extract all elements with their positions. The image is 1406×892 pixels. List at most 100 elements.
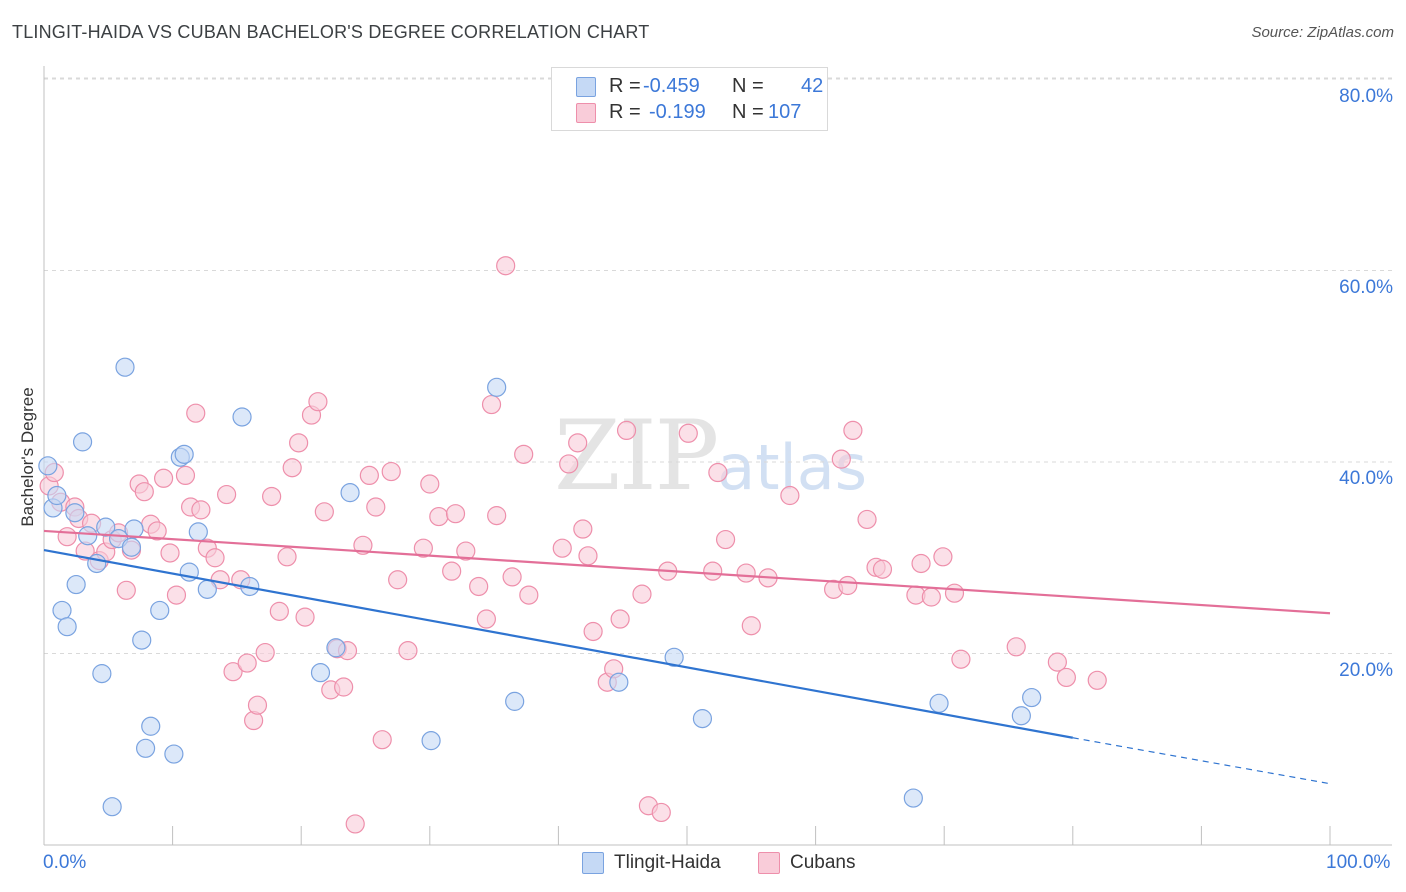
cubans-point xyxy=(573,519,593,539)
cubans-point xyxy=(255,642,275,663)
cubans-point xyxy=(715,529,736,550)
tlingit-haida-point xyxy=(65,503,85,523)
cubans-point xyxy=(911,553,931,574)
cubans-point xyxy=(237,653,257,673)
tlingit-haida-point xyxy=(124,519,144,539)
cubans-point xyxy=(568,433,588,453)
cubans-point xyxy=(262,486,282,507)
cubans-point xyxy=(381,461,401,482)
cubans-point xyxy=(186,403,206,423)
cubans-point xyxy=(205,548,225,568)
cubans-point xyxy=(1006,637,1026,657)
tlingit-haida-point xyxy=(121,537,142,557)
cubans-point xyxy=(708,462,728,483)
cubans-point xyxy=(353,535,373,555)
cubans-point xyxy=(583,621,603,642)
cubans-point xyxy=(857,509,877,530)
cubans-point xyxy=(334,677,354,697)
cubans-point xyxy=(191,500,211,520)
x-tick-label-max: 100.0% xyxy=(1326,852,1391,873)
tlingit-haida-point xyxy=(72,432,93,452)
cubans-point xyxy=(921,587,941,607)
tlingit-haida-point xyxy=(66,574,86,595)
tlingit-haida-point xyxy=(487,377,507,397)
tlingit-haida-point xyxy=(174,444,194,464)
cubans-point xyxy=(429,506,449,527)
cubans-point xyxy=(1047,652,1067,672)
cubans-point xyxy=(578,546,598,566)
cubans-point xyxy=(651,802,671,823)
n-value: 107 xyxy=(768,101,802,123)
cubans-point xyxy=(678,423,698,443)
cubans-swatch xyxy=(576,103,596,123)
tlingit-haida-point xyxy=(692,709,713,729)
cubans-point xyxy=(632,584,652,604)
cubans-point xyxy=(247,695,268,715)
r-label: R = xyxy=(609,75,641,97)
cubans-point xyxy=(487,506,507,526)
cubans-point xyxy=(413,538,433,558)
cubans-point xyxy=(481,394,502,415)
cubans-point xyxy=(289,433,309,453)
cubans-point xyxy=(160,543,180,563)
cubans-point xyxy=(514,444,534,464)
cubans-point xyxy=(217,484,237,505)
tlingit-haida-point xyxy=(96,517,116,537)
cubans-point xyxy=(442,561,462,581)
tlingit-haida-point xyxy=(115,357,135,377)
tlingit-haida-point xyxy=(1011,706,1031,726)
cubans-point xyxy=(559,454,579,474)
tlingit-haida-point xyxy=(340,483,360,503)
tlingit-haida-point xyxy=(102,797,122,817)
cubans-point xyxy=(456,541,476,561)
legend-label: Tlingit-Haida xyxy=(614,852,721,873)
cubans-point xyxy=(502,567,522,587)
cubans-point xyxy=(843,420,863,441)
cubans-point xyxy=(831,449,851,469)
tlingit-haida-point xyxy=(188,522,208,542)
cubans-point xyxy=(610,609,630,629)
tlingit-haida-point xyxy=(903,788,923,808)
watermark-zip: ZIP xyxy=(554,400,719,512)
tlingit-haida-points xyxy=(38,357,1042,817)
cubans-point xyxy=(933,547,953,567)
cubans-point xyxy=(57,527,77,547)
cubans-point xyxy=(736,563,756,583)
n-value: 42 xyxy=(801,75,824,97)
source-label: Source: ZipAtlas.com xyxy=(1251,24,1394,41)
cubans-swatch xyxy=(758,852,780,874)
y-tick-label: 40.0% xyxy=(1339,468,1393,489)
tlingit-haida-point xyxy=(150,600,170,621)
tlingit-haida-point xyxy=(164,744,184,764)
tlingit-haida-point xyxy=(421,731,441,751)
cubans-point xyxy=(552,538,572,558)
tlingit-haida-point xyxy=(310,663,331,683)
y-tick-label: 20.0% xyxy=(1339,660,1393,681)
axes xyxy=(43,66,1392,846)
tlingit-haida-point xyxy=(57,617,77,637)
trend-lines xyxy=(43,529,1331,785)
cubans-point xyxy=(295,607,315,627)
cubans-point xyxy=(153,468,174,488)
tlingit-haida-point xyxy=(664,647,684,667)
cubans-point xyxy=(496,256,516,276)
cubans-point xyxy=(388,570,408,590)
cubans-point xyxy=(366,497,386,517)
cubans-point xyxy=(282,458,302,478)
cubans-point xyxy=(872,559,893,579)
cubans-point xyxy=(741,616,761,636)
cubans-point xyxy=(469,576,489,597)
cubans-point xyxy=(951,649,971,669)
cubans-point xyxy=(445,504,466,524)
cubans-point xyxy=(1056,667,1076,688)
cubans-point xyxy=(359,465,379,486)
tlingit-haida-point xyxy=(132,630,152,650)
cubans-point xyxy=(166,585,187,605)
tlingit-haida-point xyxy=(135,738,156,758)
tlingit-haida-point xyxy=(609,672,629,692)
cubans-point xyxy=(476,609,496,629)
tlingit-haida-swatch xyxy=(576,77,596,97)
tlingit-haida-point xyxy=(52,600,72,621)
stats-legend: R = -0.459 N = 42 R = -0.199 N = 107 xyxy=(551,67,828,131)
tlingit-haida-point xyxy=(38,456,58,476)
